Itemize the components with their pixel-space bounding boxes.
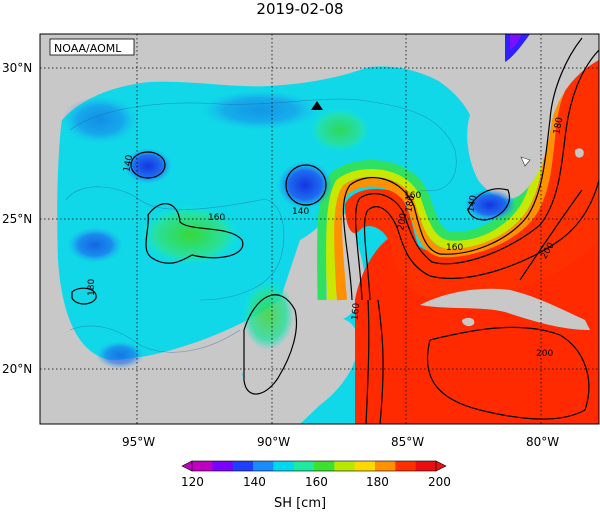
contour-lines [71, 37, 599, 424]
contour-160-loop-b [439, 37, 583, 255]
loop-current [345, 40, 599, 300]
colorbar-left-arrow [181, 460, 193, 472]
lat-label: 20°N [2, 362, 32, 376]
contour-180-se [519, 189, 583, 281]
contour-160-west [145, 203, 244, 264]
latitude-labels: 30°N 25°N 20°N [2, 61, 32, 376]
contour-180-caribbean [365, 299, 370, 424]
colorbar-tick: 180 [366, 475, 389, 489]
eddy-high-north [310, 108, 370, 152]
eddy-low-central [277, 161, 333, 209]
colorbar-tick: 120 [181, 475, 204, 489]
contour-140-west [130, 151, 166, 179]
map-area: 140 140 160 160 160 180 200 180 160 200 … [40, 34, 599, 424]
contour-labels: 140 140 160 160 160 180 200 180 160 200 … [87, 116, 565, 359]
contour-label: 140 [292, 207, 309, 217]
contour-label: 160 [404, 191, 421, 201]
eddy-low-west [124, 148, 172, 184]
colorbar-tick: 160 [305, 475, 328, 489]
contour-200-loop [363, 179, 599, 301]
contour-label: 180 [87, 279, 97, 296]
contour-160-south [243, 294, 298, 395]
contour-label: 180 [404, 194, 417, 213]
contour-label: 160 [446, 243, 463, 253]
colorbar-segment [395, 461, 417, 471]
colorbar-segment [334, 461, 356, 471]
credit-box [49, 38, 135, 56]
gridlines [40, 34, 599, 424]
bahamas-land [574, 148, 584, 158]
florida-land [400, 34, 599, 200]
colorbar-segment [273, 461, 295, 471]
contour-140-florida [467, 188, 510, 221]
contour-180-west [71, 287, 97, 305]
colorbar-frame [191, 460, 437, 472]
contour-label: 180 [552, 116, 565, 135]
lat-label: 25°N [2, 212, 32, 226]
colorbar-tick: 200 [428, 475, 451, 489]
lon-label: 90°W [257, 435, 290, 449]
faint-contour-1 [69, 98, 457, 192]
cuba-land [420, 288, 590, 330]
us-gulf-coast-land [40, 34, 420, 200]
bahamas-land-2 [520, 156, 531, 167]
lat-label: 30°N [2, 61, 32, 75]
isle-of-youth-land [462, 317, 475, 327]
lon-label: 95°W [122, 435, 155, 449]
colorbar-tick: 140 [243, 475, 266, 489]
colorbar-segment [314, 461, 335, 471]
contour-200-caribbean [426, 326, 590, 420]
contour-label: 160 [208, 213, 225, 223]
atlantic-purple [510, 34, 522, 50]
contour-200-caribbean-west [377, 299, 384, 424]
contour-label: 160 [351, 302, 362, 320]
colorbar-segment [354, 461, 376, 471]
eddy-high-west [140, 205, 240, 265]
triangle-marker [311, 101, 323, 110]
colorbar-segment [232, 461, 254, 471]
contour-label: 200 [536, 349, 553, 359]
mexico-south-land [40, 300, 248, 424]
contour-140-central [285, 164, 327, 206]
colorbar-segment [192, 461, 213, 471]
contour-label: 140 [466, 194, 479, 213]
contour-label: 140 [122, 154, 135, 173]
lon-label: 80°W [526, 435, 559, 449]
colorbar: 120 140 160 180 200 [181, 460, 451, 489]
contour-160-loop [342, 177, 441, 301]
lon-label: 85°W [391, 435, 424, 449]
credit-text: NOAA/AOML [54, 42, 122, 55]
colorbar-right-arrow [435, 460, 447, 472]
colorbar-segment [375, 461, 396, 471]
colorbar-label: SH [cm] [273, 496, 327, 511]
eddy-low-nw [62, 96, 138, 144]
colorbar-segment [212, 461, 234, 471]
colorbar-segment [415, 461, 437, 471]
eddy-high-south [242, 280, 294, 350]
colorbar-segment [293, 461, 315, 471]
eddy-low-north [200, 90, 320, 130]
map-frame [39, 33, 600, 425]
faint-contour-3 [69, 325, 241, 353]
colorbar-segment [253, 461, 274, 471]
eddy-low-sw [67, 227, 123, 263]
map-title: 2019-02-08 [256, 0, 344, 18]
eddy-low-south [96, 341, 144, 369]
longitude-labels: 95°W 90°W 85°W 80°W [122, 435, 559, 449]
contour-180-loop [355, 49, 599, 301]
